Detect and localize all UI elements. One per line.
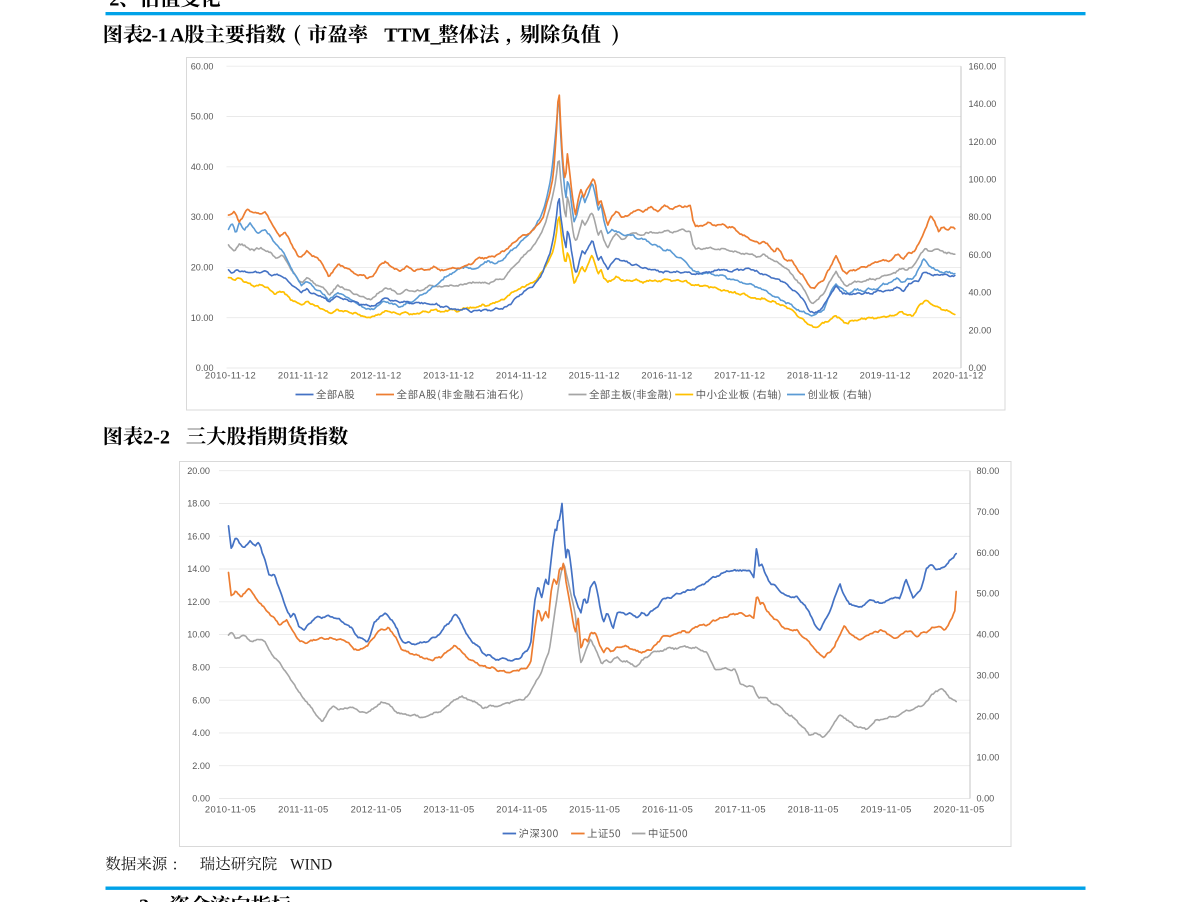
svg-text:18.00: 18.00 xyxy=(187,499,210,509)
svg-text:50.00: 50.00 xyxy=(977,589,1000,599)
svg-text:0.00: 0.00 xyxy=(196,363,214,373)
svg-text:30.00: 30.00 xyxy=(191,212,214,222)
svg-text:160.00: 160.00 xyxy=(969,61,997,71)
svg-text:2016-11-12: 2016-11-12 xyxy=(641,370,692,381)
svg-text:2015-11-12: 2015-11-12 xyxy=(569,370,620,381)
svg-text:2012-11-05: 2012-11-05 xyxy=(351,804,402,815)
svg-text:10.00: 10.00 xyxy=(191,313,214,323)
svg-text:12.00: 12.00 xyxy=(187,597,210,607)
svg-text:140.00: 140.00 xyxy=(969,99,997,109)
svg-text:80.00: 80.00 xyxy=(969,212,992,222)
svg-text:8.00: 8.00 xyxy=(192,663,210,673)
svg-text:2018-11-12: 2018-11-12 xyxy=(787,370,838,381)
svg-text:A: A xyxy=(170,25,185,47)
svg-text:0.00: 0.00 xyxy=(192,794,210,804)
svg-text:40.00: 40.00 xyxy=(191,162,214,172)
svg-text:3: 3 xyxy=(139,896,149,902)
svg-text:40.00: 40.00 xyxy=(969,288,992,298)
svg-text:60.00: 60.00 xyxy=(977,548,1000,558)
svg-text:2020-11-05: 2020-11-05 xyxy=(933,804,984,815)
svg-text:2013-11-12: 2013-11-12 xyxy=(423,370,474,381)
svg-text:2011-11-12: 2011-11-12 xyxy=(278,370,329,381)
svg-text:80.00: 80.00 xyxy=(977,466,1000,476)
svg-text:2-1: 2-1 xyxy=(142,25,168,47)
svg-text:60.00: 60.00 xyxy=(969,250,992,260)
svg-text:2.00: 2.00 xyxy=(192,761,210,771)
svg-text:2014-11-05: 2014-11-05 xyxy=(496,804,547,815)
svg-text:20.00: 20.00 xyxy=(187,466,210,476)
svg-text:2016-11-05: 2016-11-05 xyxy=(642,804,693,815)
svg-text:10.00: 10.00 xyxy=(977,753,1000,763)
svg-text:2014-11-12: 2014-11-12 xyxy=(496,370,547,381)
svg-text:2017-11-05: 2017-11-05 xyxy=(715,804,766,815)
svg-text:14.00: 14.00 xyxy=(187,564,210,574)
svg-text:WIND: WIND xyxy=(290,856,332,873)
svg-text:60.00: 60.00 xyxy=(191,61,214,71)
svg-text:2-2: 2-2 xyxy=(143,427,170,449)
svg-text:0.00: 0.00 xyxy=(969,363,987,373)
svg-text:2: 2 xyxy=(109,0,119,11)
svg-text:2010-11-12: 2010-11-12 xyxy=(205,370,256,381)
svg-text:120.00: 120.00 xyxy=(969,137,997,147)
svg-text:2010-11-05: 2010-11-05 xyxy=(205,804,256,815)
svg-text:2012-11-12: 2012-11-12 xyxy=(350,370,401,381)
svg-text:10.00: 10.00 xyxy=(187,630,210,640)
svg-text:20.00: 20.00 xyxy=(191,263,214,273)
svg-text:2018-11-05: 2018-11-05 xyxy=(788,804,839,815)
svg-text:2019-11-05: 2019-11-05 xyxy=(860,804,911,815)
svg-text:6.00: 6.00 xyxy=(192,695,210,705)
svg-text:20.00: 20.00 xyxy=(977,712,1000,722)
svg-text:40.00: 40.00 xyxy=(977,630,1000,640)
svg-text:2015-11-05: 2015-11-05 xyxy=(569,804,620,815)
svg-text:2011-11-05: 2011-11-05 xyxy=(278,804,329,815)
svg-text:30.00: 30.00 xyxy=(977,671,1000,681)
svg-text:4.00: 4.00 xyxy=(192,728,210,738)
svg-text:2019-11-12: 2019-11-12 xyxy=(860,370,911,381)
svg-text:TTM_: TTM_ xyxy=(384,25,441,47)
svg-text:20.00: 20.00 xyxy=(969,325,992,335)
svg-text:2013-11-05: 2013-11-05 xyxy=(423,804,474,815)
svg-text:70.00: 70.00 xyxy=(977,507,1000,517)
svg-text:16.00: 16.00 xyxy=(187,531,210,541)
svg-text:50.00: 50.00 xyxy=(191,112,214,122)
svg-text:0.00: 0.00 xyxy=(977,794,995,804)
svg-text:2020-11-12: 2020-11-12 xyxy=(932,370,983,381)
svg-text:100.00: 100.00 xyxy=(969,175,997,185)
svg-text:2017-11-12: 2017-11-12 xyxy=(714,370,765,381)
